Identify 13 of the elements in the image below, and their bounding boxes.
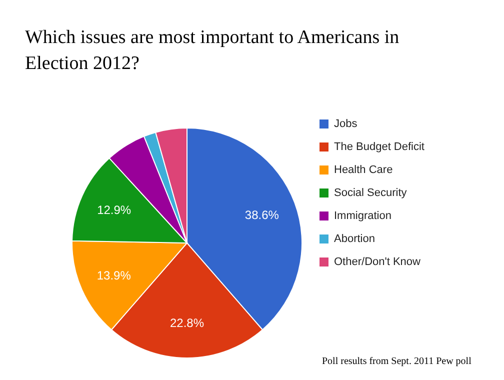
data-label: 22.8% <box>170 316 204 330</box>
data-label: 13.9% <box>96 268 132 282</box>
text: Poll results from Sept. 2011 Pew poll <box>322 356 472 367</box>
legend-label: Jobs <box>334 118 358 130</box>
legend-label: Other/Don't Know <box>334 256 421 268</box>
legend-label: Social Security <box>334 187 408 199</box>
legend-label: Health Care <box>334 164 393 176</box>
chart-title: Which issues are most important to Americans in Election 2012? <box>25 27 400 74</box>
data-label: 12.9% <box>97 203 132 218</box>
legend-label: Immigration <box>334 210 392 222</box>
legend-label: Abortion <box>334 233 375 245</box>
data-label: 38.6% <box>244 208 280 222</box>
legend-label: The Budget Deficit <box>334 141 424 153</box>
